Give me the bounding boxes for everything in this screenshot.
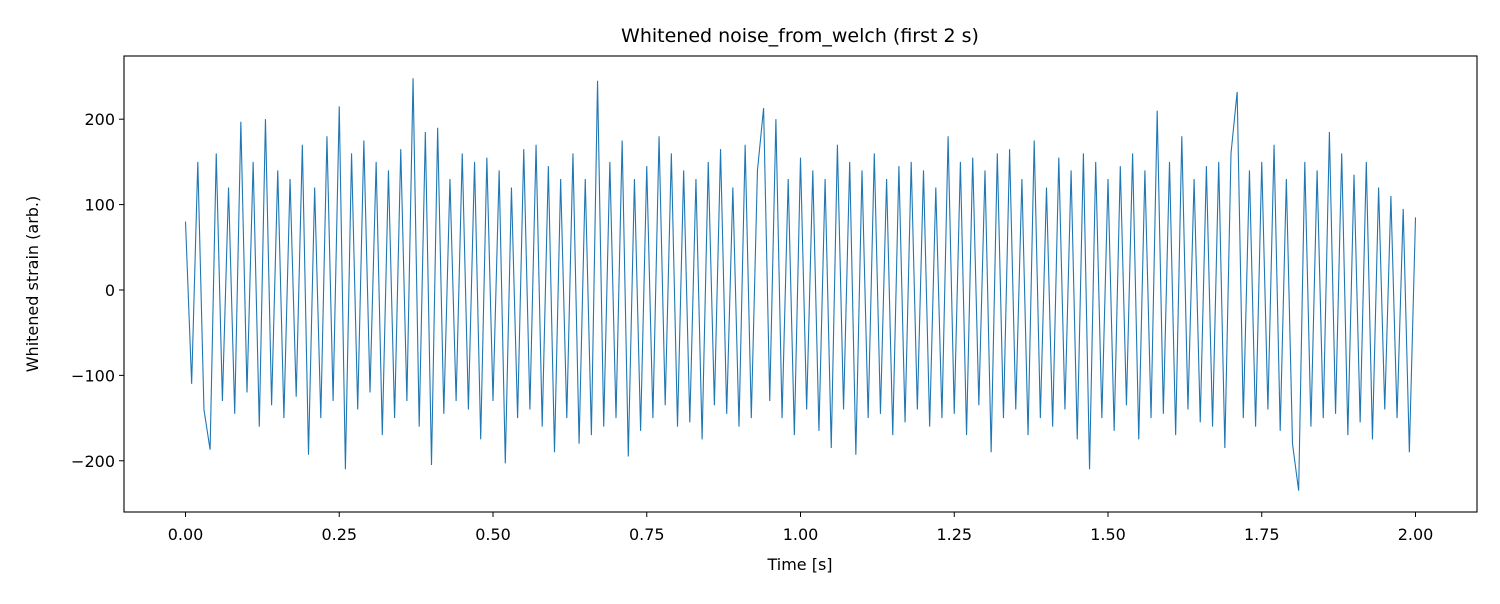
x-tick-label: 0.25 bbox=[321, 525, 357, 544]
x-axis-label: Time [s] bbox=[766, 555, 832, 574]
data-line bbox=[184, 78, 1417, 491]
chart-title: Whitened noise_from_welch (first 2 s) bbox=[621, 25, 979, 47]
x-tick-label: 1.50 bbox=[1090, 525, 1126, 544]
x-tick-label: 1.00 bbox=[783, 525, 819, 544]
x-tick-label: 1.75 bbox=[1244, 525, 1280, 544]
x-tick-label: 1.25 bbox=[936, 525, 972, 544]
x-tick-label: 0.00 bbox=[168, 525, 204, 544]
y-axis-label: Whitened strain (arb.) bbox=[23, 196, 42, 373]
y-tick-label: 0 bbox=[105, 281, 115, 300]
y-tick-label: −200 bbox=[71, 452, 115, 471]
x-tick-label: 0.50 bbox=[475, 525, 511, 544]
x-tick-label: 2.00 bbox=[1398, 525, 1434, 544]
plot-frame bbox=[123, 55, 1478, 513]
y-tick-label: 100 bbox=[84, 196, 115, 215]
y-tick-label: −100 bbox=[71, 366, 115, 385]
y-tick-label: 200 bbox=[84, 110, 115, 129]
x-tick-label: 0.75 bbox=[629, 525, 665, 544]
